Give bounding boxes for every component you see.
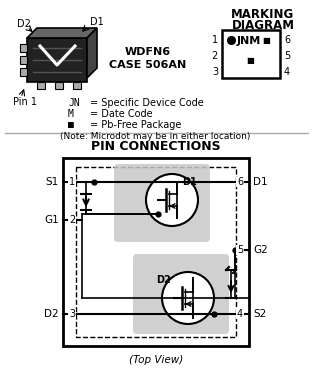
- Text: JNM: JNM: [237, 36, 261, 46]
- Text: (Note: Microdot may be in either location): (Note: Microdot may be in either locatio…: [60, 132, 250, 141]
- Bar: [20, 44, 27, 52]
- Text: D2: D2: [44, 309, 59, 319]
- Text: MARKING: MARKING: [231, 8, 295, 21]
- Bar: [63, 158, 249, 346]
- Bar: [73, 82, 81, 89]
- Text: 1: 1: [69, 177, 75, 187]
- Circle shape: [146, 174, 198, 226]
- Text: 3: 3: [69, 309, 75, 319]
- Text: S2: S2: [253, 309, 266, 319]
- Text: = Date Code: = Date Code: [90, 109, 153, 119]
- Text: G1: G1: [44, 215, 59, 225]
- Bar: [222, 30, 280, 78]
- Text: M: M: [68, 109, 74, 119]
- Text: = Pb-Free Package: = Pb-Free Package: [90, 120, 181, 130]
- Text: Pin 1: Pin 1: [13, 97, 37, 107]
- Text: 6: 6: [284, 35, 290, 45]
- Text: D1: D1: [253, 177, 268, 187]
- Text: 4: 4: [237, 309, 243, 319]
- Text: ■: ■: [68, 120, 74, 130]
- Text: 5: 5: [237, 245, 243, 255]
- Text: 5: 5: [284, 51, 290, 61]
- Text: ■: ■: [246, 55, 254, 64]
- Bar: [76, 167, 236, 337]
- Polygon shape: [27, 28, 97, 38]
- Text: D1: D1: [90, 17, 104, 27]
- Bar: [55, 82, 63, 89]
- Text: 2: 2: [69, 215, 75, 225]
- Text: G2: G2: [253, 245, 268, 255]
- Text: 4: 4: [284, 67, 290, 77]
- Text: PIN CONNECTIONS: PIN CONNECTIONS: [91, 140, 221, 153]
- Text: = Specific Device Code: = Specific Device Code: [90, 98, 204, 108]
- Text: D2: D2: [17, 19, 31, 29]
- Text: 1: 1: [212, 35, 218, 45]
- Text: D2: D2: [156, 275, 171, 285]
- Polygon shape: [27, 38, 87, 82]
- Text: S1: S1: [46, 177, 59, 187]
- Text: D1: D1: [182, 177, 197, 187]
- Text: JN: JN: [68, 98, 80, 108]
- Text: CASE 506AN: CASE 506AN: [109, 60, 187, 70]
- Text: WDFN6: WDFN6: [125, 47, 171, 57]
- Text: 6: 6: [237, 177, 243, 187]
- Bar: [20, 56, 27, 64]
- Text: (Top View): (Top View): [129, 355, 183, 365]
- Text: ■: ■: [262, 37, 270, 46]
- Text: 3: 3: [212, 67, 218, 77]
- FancyBboxPatch shape: [114, 164, 210, 242]
- Bar: [37, 82, 45, 89]
- Text: DIAGRAM: DIAGRAM: [232, 19, 295, 32]
- Text: 2: 2: [212, 51, 218, 61]
- Bar: [20, 68, 27, 76]
- Polygon shape: [87, 28, 97, 78]
- Circle shape: [162, 272, 214, 324]
- FancyBboxPatch shape: [133, 254, 229, 334]
